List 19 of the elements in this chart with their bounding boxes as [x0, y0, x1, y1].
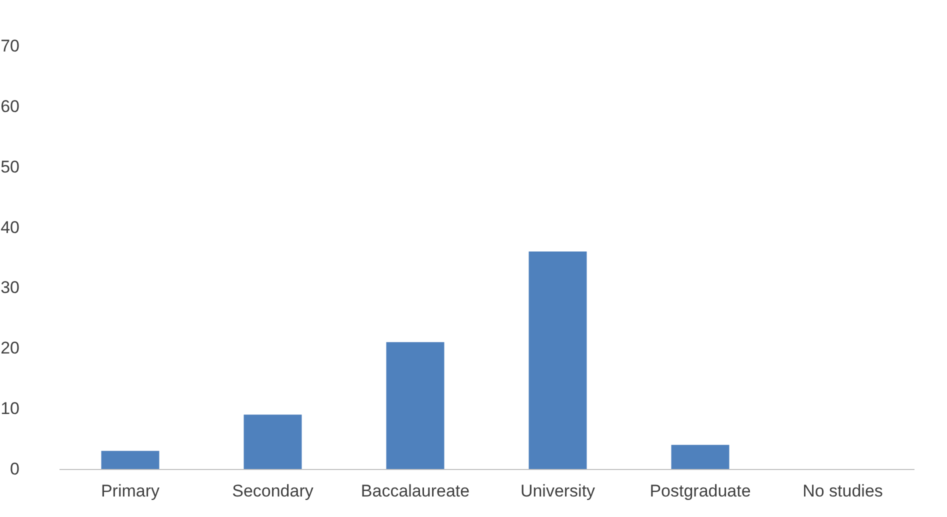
y-tick-label: 10	[0, 399, 20, 418]
bar	[386, 342, 444, 469]
y-tick-label: 20	[0, 338, 20, 358]
bar	[671, 444, 730, 469]
y-tick-label: 40	[0, 218, 20, 237]
y-tick-label: 30	[0, 278, 20, 298]
x-tick-label: Baccalaureate	[360, 482, 470, 500]
y-tick-label: 0	[10, 460, 20, 478]
bar	[528, 251, 587, 469]
x-tick-label: University	[520, 482, 596, 500]
y-tick-label: 60	[0, 96, 20, 116]
x-tick-label: Primary	[100, 482, 160, 500]
y-tick-label: 70	[0, 36, 20, 56]
bar	[244, 414, 302, 469]
y-tick-label: 50	[0, 157, 20, 176]
x-tick-label: No studies	[802, 482, 883, 500]
x-tick-label: Secondary	[232, 482, 314, 500]
x-tick-label: Postgraduate	[650, 482, 751, 500]
bar	[101, 450, 160, 469]
